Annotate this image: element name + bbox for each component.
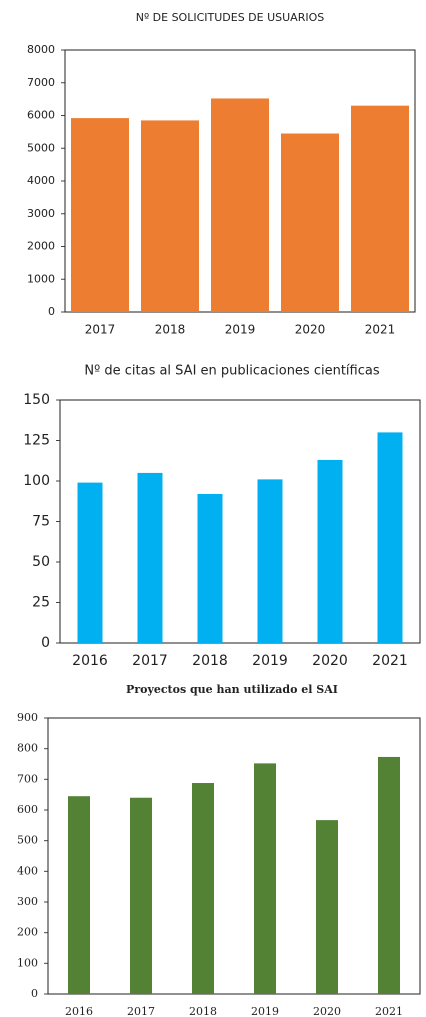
y-tick-label: 700 — [17, 772, 38, 785]
bar — [254, 763, 276, 994]
bar — [141, 120, 199, 312]
bar — [317, 459, 343, 643]
y-tick-label: 200 — [17, 926, 38, 939]
x-tick-label: 2020 — [312, 653, 348, 669]
x-tick-label: 2016 — [72, 653, 108, 669]
y-tick-label: 5000 — [27, 141, 55, 154]
chart-title: Proyectos que han utilizado el SAI — [126, 683, 338, 696]
bar — [192, 783, 214, 994]
bar — [77, 482, 103, 643]
y-tick-label: 7000 — [27, 76, 55, 89]
x-tick-label: 2018 — [189, 1005, 217, 1017]
x-tick-label: 2017 — [127, 1005, 155, 1017]
y-tick-label: 8000 — [27, 43, 55, 56]
y-tick-label: 1000 — [27, 272, 55, 285]
y-tick-label: 0 — [31, 987, 38, 1000]
bar — [68, 796, 90, 994]
bar — [130, 797, 152, 994]
x-tick-label: 2019 — [251, 1005, 279, 1017]
y-tick-label: 150 — [23, 392, 50, 408]
y-tick-label: 50 — [32, 554, 50, 570]
y-tick-label: 500 — [17, 834, 38, 847]
x-tick-label: 2021 — [375, 1005, 403, 1017]
y-tick-label: 2000 — [27, 240, 55, 253]
x-tick-label: 2016 — [65, 1005, 93, 1017]
x-tick-label: 2020 — [295, 323, 326, 337]
bar — [197, 493, 223, 643]
y-tick-label: 0 — [48, 305, 55, 318]
chart-title: Nº DE SOLICITUDES DE USUARIOS — [136, 11, 325, 24]
y-tick-label: 25 — [32, 595, 50, 611]
y-tick-label: 400 — [17, 864, 38, 877]
x-tick-label: 2020 — [313, 1005, 341, 1017]
x-tick-label: 2017 — [85, 323, 116, 337]
y-tick-label: 6000 — [27, 109, 55, 122]
y-tick-label: 75 — [32, 514, 50, 530]
y-tick-label: 100 — [17, 956, 38, 969]
y-tick-label: 0 — [41, 635, 50, 651]
x-tick-label: 2021 — [372, 653, 408, 669]
bar — [378, 756, 400, 994]
x-tick-label: 2017 — [132, 653, 168, 669]
y-tick-label: 4000 — [27, 174, 55, 187]
bar — [211, 98, 269, 312]
x-tick-label: 2018 — [192, 653, 228, 669]
x-tick-label: 2019 — [225, 323, 256, 337]
y-tick-label: 600 — [17, 803, 38, 816]
bar — [137, 472, 163, 643]
plot-frame — [47, 717, 421, 995]
bar — [316, 820, 338, 994]
y-tick-label: 125 — [23, 433, 50, 449]
y-tick-label: 300 — [17, 895, 38, 908]
y-tick-label: 900 — [17, 711, 38, 724]
x-tick-label: 2021 — [365, 323, 396, 337]
plot-frame — [59, 399, 421, 644]
chart-title: Nº de citas al SAI en publicaciones cien… — [84, 364, 379, 379]
bar — [281, 133, 339, 312]
bar — [257, 479, 283, 643]
y-tick-label: 800 — [17, 742, 38, 755]
y-tick-label: 3000 — [27, 207, 55, 220]
bar — [351, 105, 409, 312]
bar — [71, 118, 129, 313]
x-tick-label: 2019 — [252, 653, 288, 669]
y-tick-label: 100 — [23, 473, 50, 489]
bar — [377, 432, 403, 643]
x-tick-label: 2018 — [155, 323, 186, 337]
